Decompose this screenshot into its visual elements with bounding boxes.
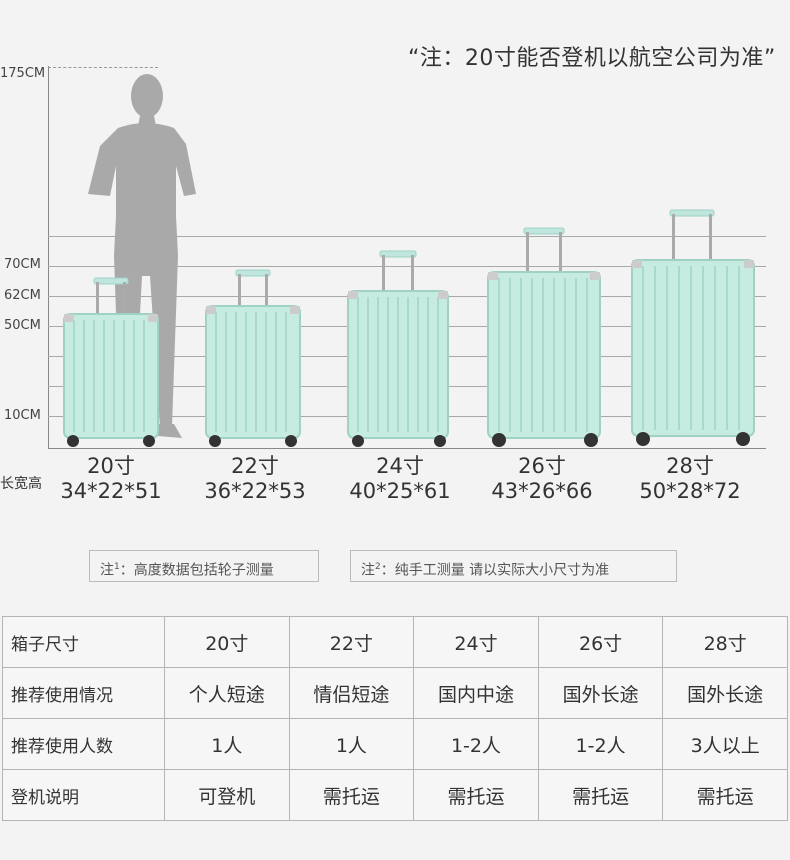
measurement-note-2: 注2：纯手工测量 请以实际大小尺寸为准	[350, 550, 677, 582]
row-header: 推荐使用情况	[2, 667, 165, 719]
suitcase-dimensions: 36*22*53	[204, 479, 306, 503]
table-cell: 国外长途	[537, 667, 664, 719]
table-cell: 可登机	[164, 769, 290, 821]
table-cell: 1人	[288, 718, 415, 770]
table-row: 箱子尺寸 20寸 22寸 24寸 26寸 28寸	[2, 616, 788, 668]
table-row: 推荐使用情况 个人短途 情侣短途 国内中途 国外长途 国外长途	[2, 667, 788, 719]
table-cell: 1人	[164, 718, 290, 770]
suitcase-28-image	[631, 209, 755, 446]
row-header: 箱子尺寸	[2, 616, 165, 668]
table-cell: 1-2人	[537, 718, 664, 770]
table-cell: 需托运	[288, 769, 415, 821]
table-cell: 1-2人	[413, 718, 539, 770]
suitcase-dimensions: 50*28*72	[639, 479, 741, 503]
note-2-prefix: 注	[361, 562, 375, 579]
table-cell: 26寸	[537, 616, 664, 668]
table-cell: 需托运	[662, 769, 788, 821]
table-cell: 24寸	[413, 616, 539, 668]
note-1-text: ：高度数据包括轮子测量	[119, 562, 274, 579]
height-label-70: 70CM	[4, 257, 41, 272]
table-cell: 国外长途	[662, 667, 788, 719]
note-2-sup: 2	[375, 562, 381, 572]
height-label-175: 175CM	[0, 66, 46, 81]
note-1-prefix: 注	[100, 562, 114, 579]
height-label-10: 10CM	[4, 408, 41, 423]
table-row: 推荐使用人数 1人 1人 1-2人 1-2人 3人以上	[2, 718, 788, 770]
suitcase-22-image	[205, 269, 301, 447]
grid-line-70	[48, 266, 766, 267]
suitcase-24-image	[347, 250, 449, 447]
suitcase-dimensions: 34*22*51	[60, 479, 162, 503]
table-cell: 情侣短途	[288, 667, 415, 719]
suitcase-20-image	[63, 277, 159, 447]
suitcase-dimensions: 43*26*66	[491, 479, 593, 503]
suitcase-26-image	[487, 227, 601, 447]
height-175-guide	[48, 67, 158, 68]
table-row: 登机说明 可登机 需托运 需托运 需托运 需托运	[2, 769, 788, 821]
suitcase-dimensions: 40*25*61	[349, 479, 451, 503]
row-header: 登机说明	[2, 769, 165, 821]
suitcase-size-label: 26寸	[518, 454, 566, 478]
table-cell: 需托运	[537, 769, 664, 821]
table-cell: 个人短途	[164, 667, 290, 719]
table-cell: 20寸	[164, 616, 290, 668]
dimension-row-label: 长宽高	[0, 476, 42, 492]
suitcase-size-label: 24寸	[376, 454, 424, 478]
baseline-axis	[48, 448, 766, 449]
suitcase-size-label: 28寸	[666, 454, 714, 478]
table-cell: 需托运	[413, 769, 539, 821]
height-label-62: 62CM	[4, 288, 41, 303]
suitcase-size-label: 20寸	[87, 454, 135, 478]
table-cell: 22寸	[288, 616, 415, 668]
height-label-50: 50CM	[4, 318, 41, 333]
measurement-note-1: 注1：高度数据包括轮子测量	[89, 550, 319, 582]
size-spec-table: 箱子尺寸 20寸 22寸 24寸 26寸 28寸 推荐使用情况 个人短途 情侣短…	[2, 616, 788, 821]
table-cell: 3人以上	[662, 718, 788, 770]
grid-line	[48, 236, 766, 237]
note-2-text: ：纯手工测量 请以实际大小尺寸为准	[380, 562, 610, 579]
row-header: 推荐使用人数	[2, 718, 165, 770]
boarding-note: “注：20寸能否登机以航空公司为准”	[408, 46, 776, 71]
table-cell: 28寸	[662, 616, 788, 668]
height-axis	[48, 66, 49, 449]
suitcase-size-label: 22寸	[231, 454, 279, 478]
table-cell: 国内中途	[413, 667, 539, 719]
note-1-sup: 1	[114, 562, 120, 572]
